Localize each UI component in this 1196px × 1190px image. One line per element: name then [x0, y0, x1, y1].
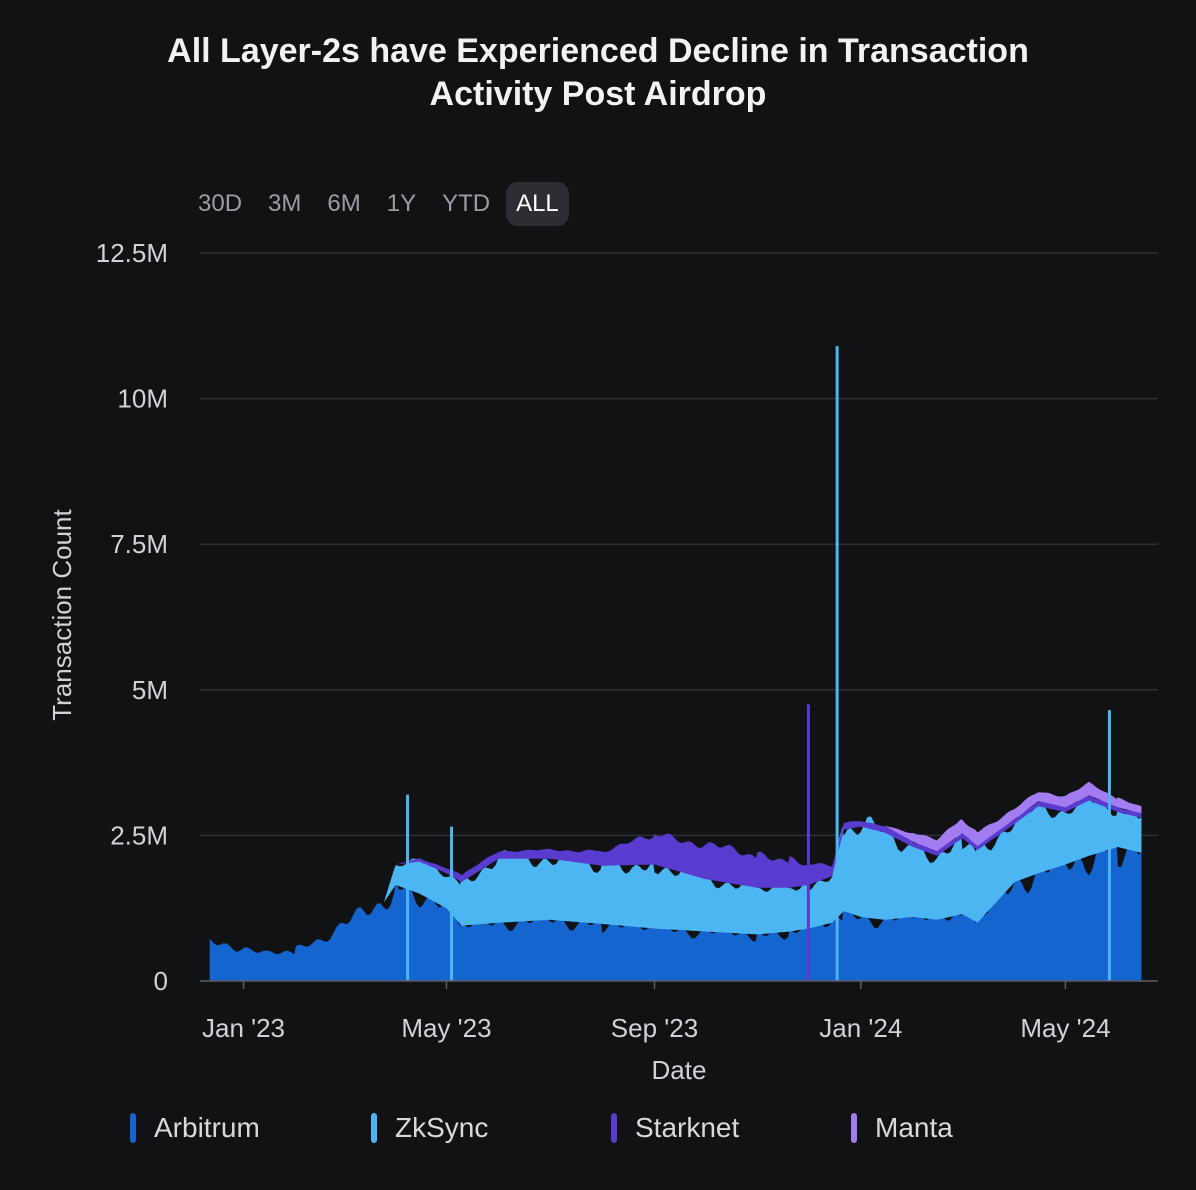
y-tick-label: 12.5M [96, 238, 168, 268]
x-tick-label: Jan '23 [202, 1013, 285, 1043]
range-button-all[interactable]: ALL [506, 182, 569, 226]
legend-label-manta: Manta [875, 1112, 953, 1143]
legend-item-zksync[interactable]: ZkSync [371, 1106, 488, 1150]
area-series-zksync [209, 795, 1142, 955]
x-tick-label: May '23 [401, 1013, 491, 1043]
chart-area: 0 2.5M 5M 7.5M 10M 12.5M Jan '23 May '23 Sep '23… [47, 238, 1158, 1085]
y-tick-label: 0 [154, 966, 168, 996]
y-tick-label: 5M [132, 675, 168, 705]
chart-title-line-2: Activity Post Airdrop [429, 75, 767, 113]
legend-item-manta[interactable]: Manta [851, 1106, 953, 1150]
legend: Arbitrum ZkSync Starknet Manta [0, 1106, 1196, 1150]
legend-label-zksync: ZkSync [395, 1112, 489, 1143]
legend-label-starknet: Starknet [635, 1112, 740, 1143]
chart-title-line-1: All Layer-2s have Experienced Decline in… [167, 32, 1029, 70]
y-tick-label: 2.5M [110, 820, 168, 850]
y-tick-label: 7.5M [110, 529, 168, 559]
chart-title: All Layer-2s have Experienced Decline in… [0, 30, 1196, 116]
legend-item-starknet[interactable]: Starknet [611, 1106, 739, 1150]
area-series-arbitrum [209, 832, 1142, 981]
y-axis-title: Transaction Count [47, 508, 77, 720]
range-button-30d[interactable]: 30D [198, 190, 243, 217]
range-button-1y[interactable]: 1Y [386, 190, 417, 217]
range-button-ytd[interactable]: YTD [442, 190, 491, 217]
range-selector: 30D 3M 6M 1Y YTD ALL [188, 182, 575, 226]
legend-swatch-manta [851, 1113, 857, 1143]
x-axis-title: Date [652, 1055, 707, 1085]
legend-swatch-starknet [611, 1113, 617, 1143]
legend-swatch-zksync [371, 1113, 377, 1143]
area-series-manta [209, 781, 1142, 955]
x-tick-label: May '24 [1020, 1013, 1110, 1043]
range-button-6m[interactable]: 6M [327, 190, 361, 217]
x-tick-label: Jan '24 [819, 1013, 902, 1043]
legend-swatch-arbitrum [130, 1113, 136, 1143]
x-tick-label: Sep '23 [611, 1013, 698, 1043]
range-button-3m[interactable]: 3M [268, 190, 302, 217]
legend-label-arbitrum: Arbitrum [154, 1112, 260, 1143]
y-tick-label: 10M [117, 384, 168, 414]
legend-item-arbitrum[interactable]: Arbitrum [130, 1106, 260, 1150]
